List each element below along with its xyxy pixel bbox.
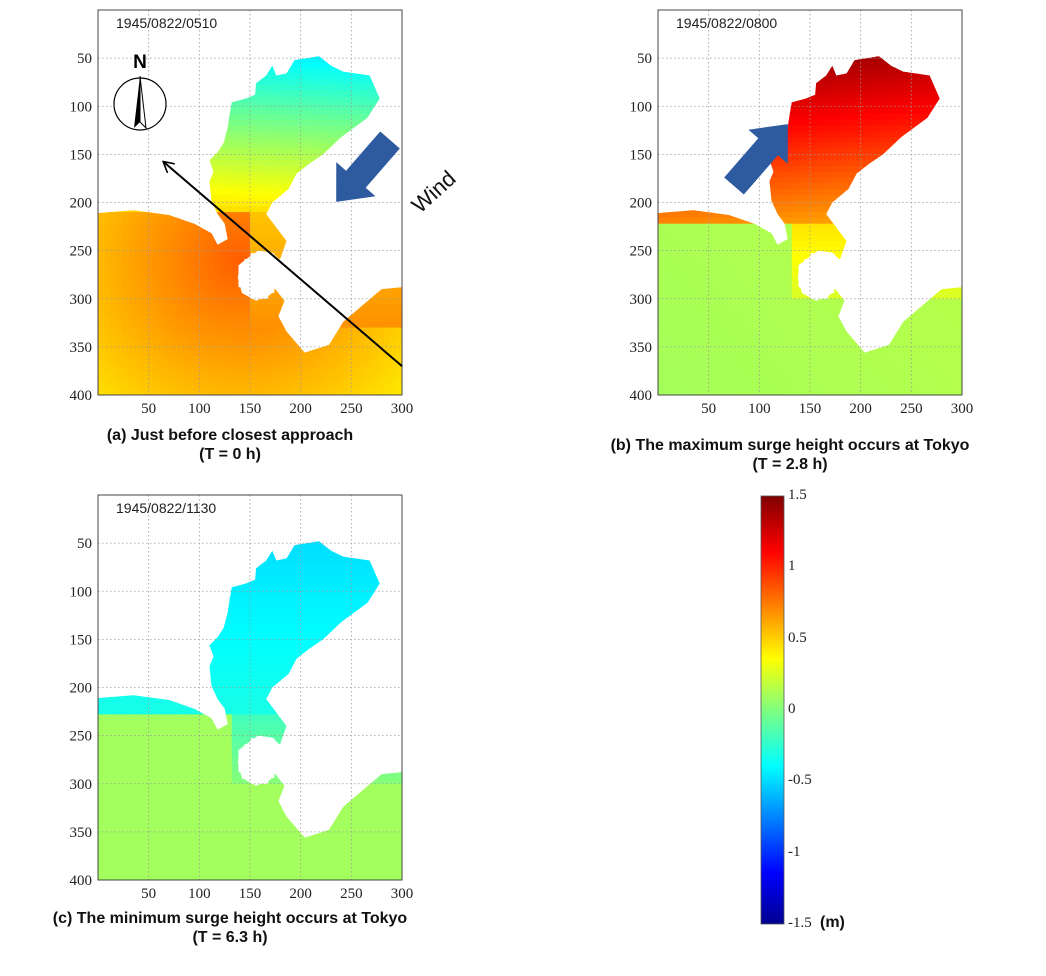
y-tick-label: 400 [70,388,93,404]
y-tick-label: 300 [70,292,93,308]
panel-b-caption-title: (b) The maximum surge height occurs at T… [610,437,970,454]
panel-a-plot: 50 100 150 200 250 300 50 100 150 200 250 300 350 400… [70,9,461,417]
x-tick-label: 50 [141,401,156,417]
x-tick-label: 150 [239,886,262,902]
x-tick-label: 250 [900,401,923,417]
colorbar: 1.5 1 0.5 0 -0.5 -1 -1.5 (m) [748,487,868,931]
transect-arrow [164,162,403,367]
y-tick-label: 50 [77,51,92,67]
x-tick-label: 250 [340,886,363,902]
x-tick-label: 100 [188,886,211,902]
grid-lines [98,10,403,396]
x-tick-label: 300 [951,401,974,417]
colorbar-tick-label: -0.5 [788,772,812,789]
y-tick-label: 350 [630,340,653,356]
colorbar-tick-label: -1.5 [788,915,812,931]
x-tick-label: 300 [391,886,414,902]
y-tick-label: 400 [630,388,653,404]
timestamp-label: 1945/0822/0510 [116,15,217,31]
surge-field [98,541,402,880]
x-tick-label: 100 [188,401,211,417]
land-peninsula [797,250,845,301]
y-tick-label: 250 [630,244,653,260]
panel-a: 50 100 150 200 250 300 50 100 150 200 250 300 350 400… [50,0,461,465]
panel-a-caption-time: (T = 0 h) [199,446,261,463]
wind-arrow-icon [336,131,400,202]
colorbar-gradient [760,495,785,925]
plot-frame [97,9,403,396]
colorbar-tick-label: 1 [788,558,796,575]
colorbar-tick-label: 1.5 [788,487,807,503]
y-tick-label: 200 [70,196,93,212]
plot-frame [97,494,403,881]
colorbar-tick-label: 0.5 [788,629,807,646]
y-tick-label: 100 [70,99,93,115]
land-peninsula [237,250,285,301]
y-tick-label: 150 [70,632,93,648]
x-tick-label: 50 [701,401,716,417]
y-tick-label: 200 [630,196,653,212]
panel-c-plot: 50 100 150 200 250 300 50 100 150 200 250 300 350 400… [70,494,414,902]
north-arrow-icon: N [113,52,167,131]
x-tick-label: 200 [849,401,872,417]
north-label: N [133,52,147,73]
x-tick-label: 300 [391,401,414,417]
y-tick-label: 100 [70,584,93,600]
colorbar-unit: (m) [820,914,845,931]
y-tick-label: 250 [70,729,93,745]
x-tick-label: 200 [289,886,312,902]
y-tick-label: 350 [70,825,93,841]
panel-b: 50 100 150 200 250 300 50 100 150 200 250 300 350 400… [610,0,980,480]
land-peninsula [237,735,285,786]
wind-label: Wind [407,166,461,218]
panel-b-caption: (b) The maximum surge height occurs at T… [560,436,1020,474]
y-tick-label: 250 [70,244,93,260]
panel-b-plot: 50 100 150 200 250 300 50 100 150 200 250 300 350 400… [630,9,974,417]
y-tick-label: 400 [70,873,93,889]
panel-a-caption-title: (a) Just before closest approach [106,427,354,444]
x-tick-label: 50 [141,886,156,902]
x-tick-label: 200 [289,401,312,417]
timestamp-label: 1945/0822/0800 [676,15,777,31]
y-tick-label: 100 [630,99,653,115]
plot-frame [657,9,963,396]
wind-arrow-icon [724,124,788,195]
panel-b-caption-time: (T = 2.8 h) [752,456,828,473]
x-tick-label: 100 [748,401,771,417]
colorbar-tick-label: -1 [788,843,801,860]
y-tick-label: 50 [637,51,652,67]
y-tick-label: 150 [70,147,93,163]
panel-c-caption-title: (c) The minimum surge height occurs at T… [52,910,408,927]
y-tick-label: 50 [77,536,92,552]
y-tick-label: 300 [630,292,653,308]
colorbar-tick-label: 0 [788,701,796,717]
timestamp-label: 1945/0822/1130 [116,500,216,516]
x-tick-label: 250 [340,401,363,417]
panel-c-caption: (c) The minimum surge height occurs at T… [0,909,460,947]
y-tick-label: 150 [630,147,653,163]
y-tick-label: 200 [70,681,93,697]
x-tick-label: 150 [799,401,822,417]
x-tick-label: 150 [239,401,262,417]
y-tick-label: 350 [70,340,93,356]
panel-a-caption: (a) Just before closest approach (T = 0 … [30,426,430,464]
panel-c: 50 100 150 200 250 300 50 100 150 200 250 300 350 400… [50,485,420,965]
panel-c-caption-time: (T = 6.3 h) [192,929,268,946]
y-tick-label: 300 [70,777,93,793]
